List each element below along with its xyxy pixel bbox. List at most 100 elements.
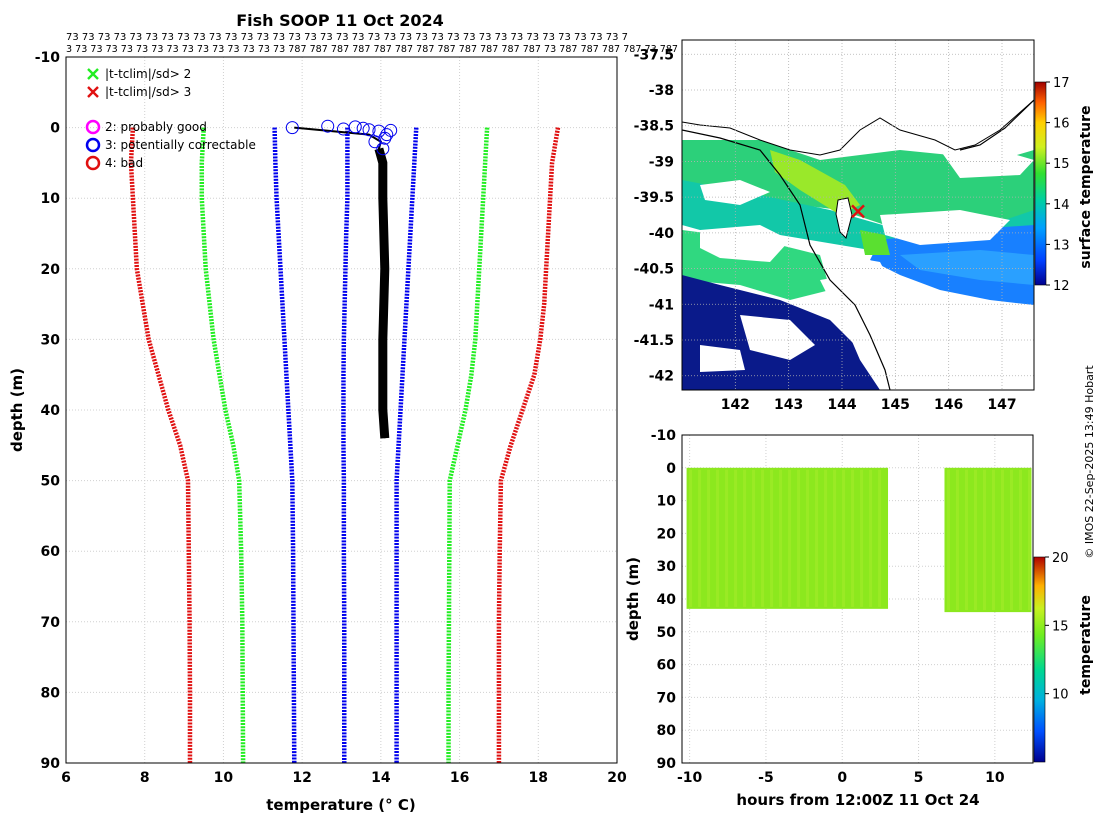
profile-xtick-label: 8 [140,770,150,786]
profile-panel: 6 8 10 12 14 16 18 20 -10 0 10 20 30 40 50 60 70 80 90 tem… [8,50,627,814]
map-ytick-label: -39 [649,154,674,170]
temperature-colorbar [1033,556,1046,763]
profile-flag3-point [376,142,390,156]
map-cloud-7 [700,345,745,372]
time-depth-ytick-label: 50 [657,625,677,641]
map-land-tasmania [820,275,905,390]
profile-xtick-label: 16 [450,770,469,786]
profile-ytick-label: 40 [41,403,61,419]
map-ytick-label: -39.5 [634,190,674,206]
sst-colorbar-ticks: 12 13 14 15 16 17 [1046,76,1070,294]
profile-line-clim-2sd [199,127,246,763]
profile-line-observed-body [374,147,390,439]
map-cloud-3 [880,210,1010,245]
profile-xtick-label: 20 [607,770,627,786]
map-grid [682,40,1034,390]
profile-ytick-label: 80 [41,685,61,701]
time-depth-xtick-label: -5 [758,770,774,786]
map-cloud-5 [700,180,770,205]
profile-xtick-label: 14 [371,770,391,786]
time-depth-xtick-label: 5 [914,770,924,786]
profile-flag3-point [348,120,362,134]
legend-label: |t-tclim|/sd> 3 [105,85,191,99]
map-land-victoria [682,40,1034,156]
profile-ytick-label: 60 [41,544,61,560]
legend-label: 3: potentially correctable [105,138,256,152]
legend-label: |t-tclim|/sd> 2 [105,67,191,81]
sst-colorbar-tick-label: 12 [1053,279,1070,294]
map-xtick-label: 144 [827,397,856,413]
temperature-colorbar-tick-label: 10 [1052,688,1069,703]
map-ytick-label: -42 [649,369,674,385]
time-depth-ytick-label: 70 [657,690,677,706]
time-depth-ticks: -10 -5 0 5 10 -10 0 10 20 30 40 50 60 70 80 90 [651,428,1005,786]
credit-text: © IMOS 22-Sep-2025 13:49 Hobart [1083,365,1096,559]
legend-x-marker [87,68,99,80]
profile-ticks: 6 8 10 12 14 16 18 20 -10 0 10 20 30 40 50 60 70 80 90 [35,50,627,786]
time-depth-ylabel: depth (m) [624,557,642,641]
temperature-colorbar-label: temperature [1078,595,1094,695]
profile-line-clim-3sd [496,127,561,763]
sst-colorbar-tick-label: 17 [1053,76,1070,91]
map-xtick-label: 147 [987,397,1016,413]
profile-line-clim-1sd [394,127,419,763]
track-position-marker [851,204,865,219]
legend-circle-marker [85,137,101,153]
profile-flag3-point [380,128,394,142]
profile-line-clim-3sd [128,127,193,763]
profile-legend: |t-tclim|/sd> 2 |t-tclim|/sd> 3 2: probabl… [85,67,256,171]
map-ytick-label: -40 [649,226,675,242]
map-coastline [682,129,891,390]
profile-ytick-label: 10 [41,191,61,207]
sst-colorbar-tick-label: 13 [1053,238,1070,253]
profile-ytick-label: 50 [41,474,61,490]
time-depth-xlabel: hours from 12:00Z 11 Oct 24 [736,791,979,809]
time-depth-block [686,467,889,609]
time-depth-ytick-label: 90 [657,756,677,772]
map-cloud-6 [740,315,815,360]
profile-ytick-label: 70 [41,615,61,631]
temperature-colorbar-tick-label: 20 [1052,551,1069,566]
profile-series [128,119,561,763]
map-field [682,40,1034,390]
sst-colorbar-tick-label: 15 [1053,157,1070,172]
time-depth-panel: -10 -5 0 5 10 -10 0 10 20 30 40 50 60 70 80 90 hours fr… [624,428,1094,809]
profile-flag3-point [285,121,299,135]
profile-ytick-label: 0 [50,121,60,137]
profile-line-clim-2sd [446,127,490,763]
legend-circle-marker [85,119,101,135]
temperature-colorbar-tick-label: 15 [1052,619,1069,634]
map-ytick-label: -41 [649,297,674,313]
track-marker-x [851,204,865,219]
time-depth-ytick-label: 30 [657,559,677,575]
profile-xtick-label: 12 [292,770,311,786]
profile-ytick-label: 20 [41,262,61,278]
sst-colorbar [1034,81,1047,286]
time-depth-ytick-label: 60 [657,658,677,674]
time-depth-ytick-label: -10 [651,428,677,444]
map-panel: 142 143 144 145 146 147 -37.5 -38 -38.5 -39 -39.5 -… [634,39,1094,413]
top-codes-row2: 3 73 73 73 73 73 73 73 73 73 73 73 73 73… [66,44,678,55]
time-depth-ytick-label: 40 [657,592,677,608]
temperature-colorbar-ticks: 10 15 20 [1045,551,1069,703]
sst-colorbar-label: surface temperature [1078,105,1094,268]
map-patch-lime [860,230,890,255]
profile-flag3-point [321,119,335,133]
map-cloud-4 [940,150,1034,178]
map-ytick-label: -40.5 [634,262,674,278]
profile-flag3-point [356,121,370,135]
sst-colorbar-tick-label: 14 [1053,198,1070,213]
sst-colorbar-tick-label: 16 [1053,117,1070,132]
map-land-island [835,197,853,239]
map-ticks: 142 143 144 145 146 147 -37.5 -38 -38.5 -39 -39.5 -… [634,47,1017,413]
profile-flag3-point [368,135,382,149]
map-patch-lightblue [900,250,1034,285]
map-ytick-label: -38 [649,83,674,99]
map-patch-yellowgreen [770,150,860,215]
top-codes-row1: 73 73 73 73 73 73 73 73 73 73 73 73 73 7… [66,32,628,43]
map-xtick-label: 146 [934,397,963,413]
map-xtick-label: 142 [721,397,750,413]
profile-flag3-point [362,123,376,137]
profile-ylabel: depth (m) [8,368,26,452]
